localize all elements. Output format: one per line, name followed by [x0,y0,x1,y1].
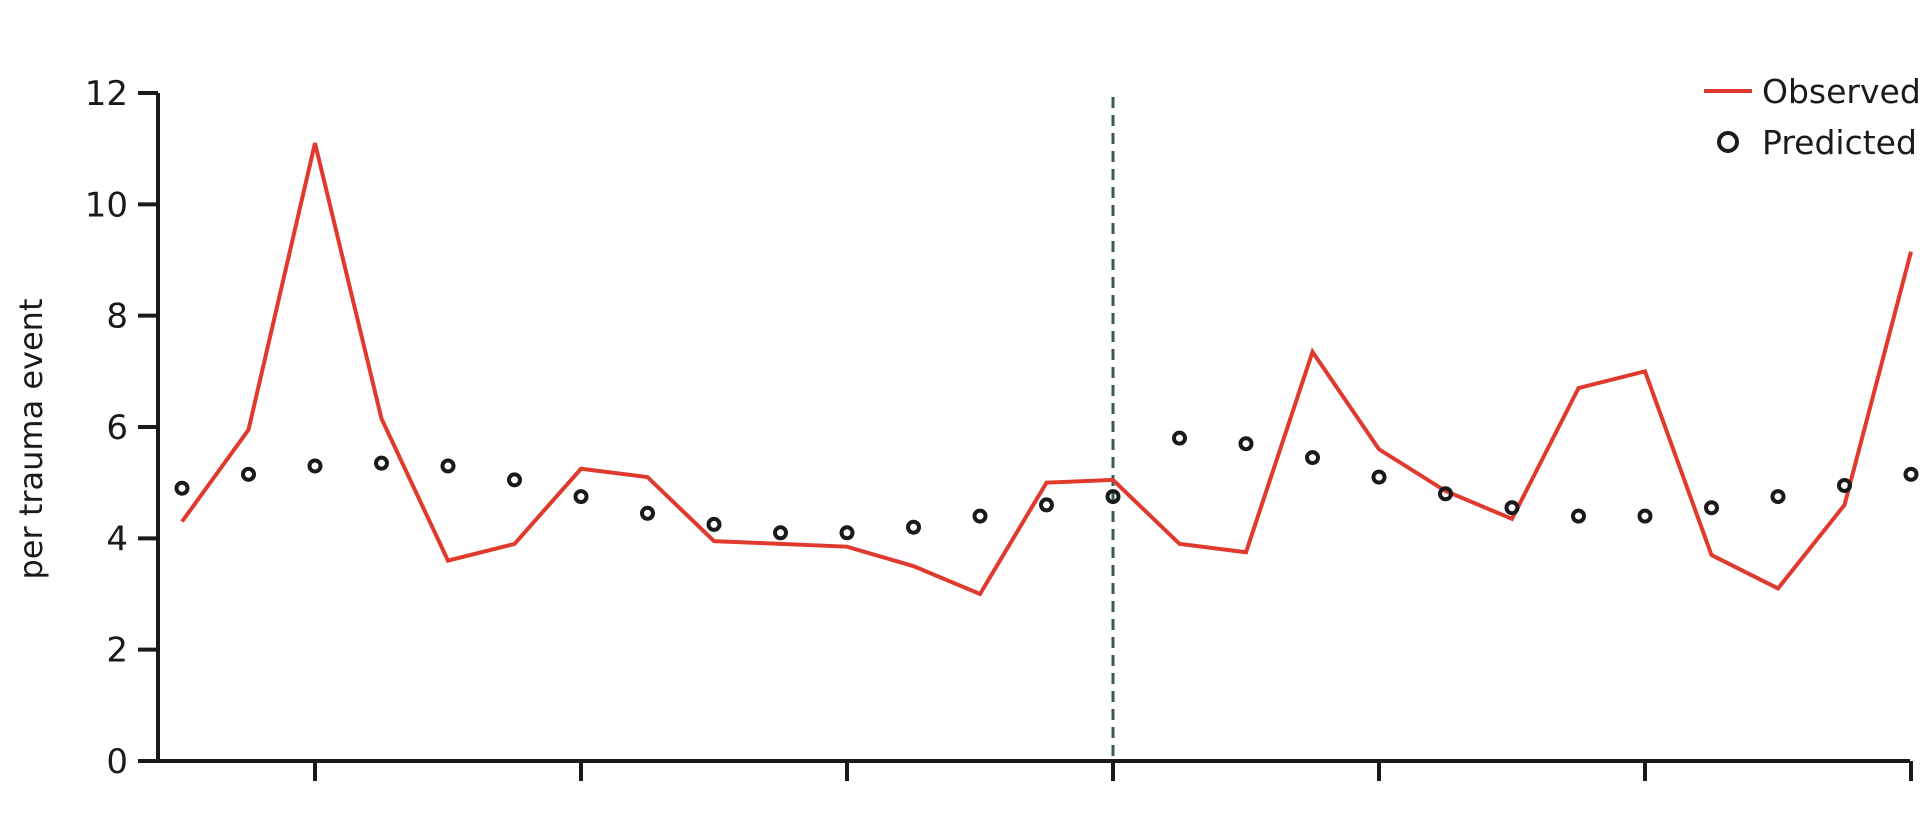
legend-predicted-label: Predicted [1762,123,1917,162]
predicted-point [906,519,921,535]
y-axis-label: per trauma event [12,298,50,579]
y-tick-label: 12 [85,74,128,114]
predicted-point [640,505,655,521]
series-observed [180,142,1913,597]
series-predicted [174,430,1919,541]
predicted-point [507,472,522,488]
predicted-point [1770,489,1786,505]
y-tick-label: 6 [106,408,128,448]
predicted-point [1371,469,1387,485]
y-tick-label: 2 [106,631,128,671]
predicted-point [307,458,323,474]
predicted-point [706,516,722,532]
predicted-point [1637,508,1653,524]
predicted-point [1105,489,1121,505]
predicted-point [972,508,988,524]
y-tick-label: 8 [106,297,128,337]
y-ticks: 0 2 4 6 8 10 12 [85,74,158,782]
predicted-point [1039,497,1054,513]
predicted-point [773,525,788,541]
x-ticks [313,761,1913,781]
y-tick-label: 4 [106,519,128,559]
legend-predicted-marker [1717,131,1739,153]
predicted-point [1305,450,1320,466]
observed-line [180,142,1913,597]
predicted-point [839,525,855,541]
predicted-point [1438,486,1453,502]
predicted-point [174,480,190,496]
predicted-point [1704,500,1719,516]
predicted-point [440,458,456,474]
legend: Observed Predicted [1704,72,1920,162]
predicted-point [1238,436,1254,452]
predicted-point [241,466,256,482]
predicted-point [1504,500,1520,516]
legend-observed-label: Observed [1762,72,1920,111]
predicted-point [573,489,589,505]
y-tick-label: 10 [85,185,128,225]
predicted-point [1903,466,1919,482]
predicted-point [374,455,389,471]
predicted-point [1172,430,1187,446]
y-tick-label: 0 [106,742,128,782]
axes [156,93,1910,763]
predicted-point [1571,508,1586,524]
predicted-point [1837,477,1852,493]
